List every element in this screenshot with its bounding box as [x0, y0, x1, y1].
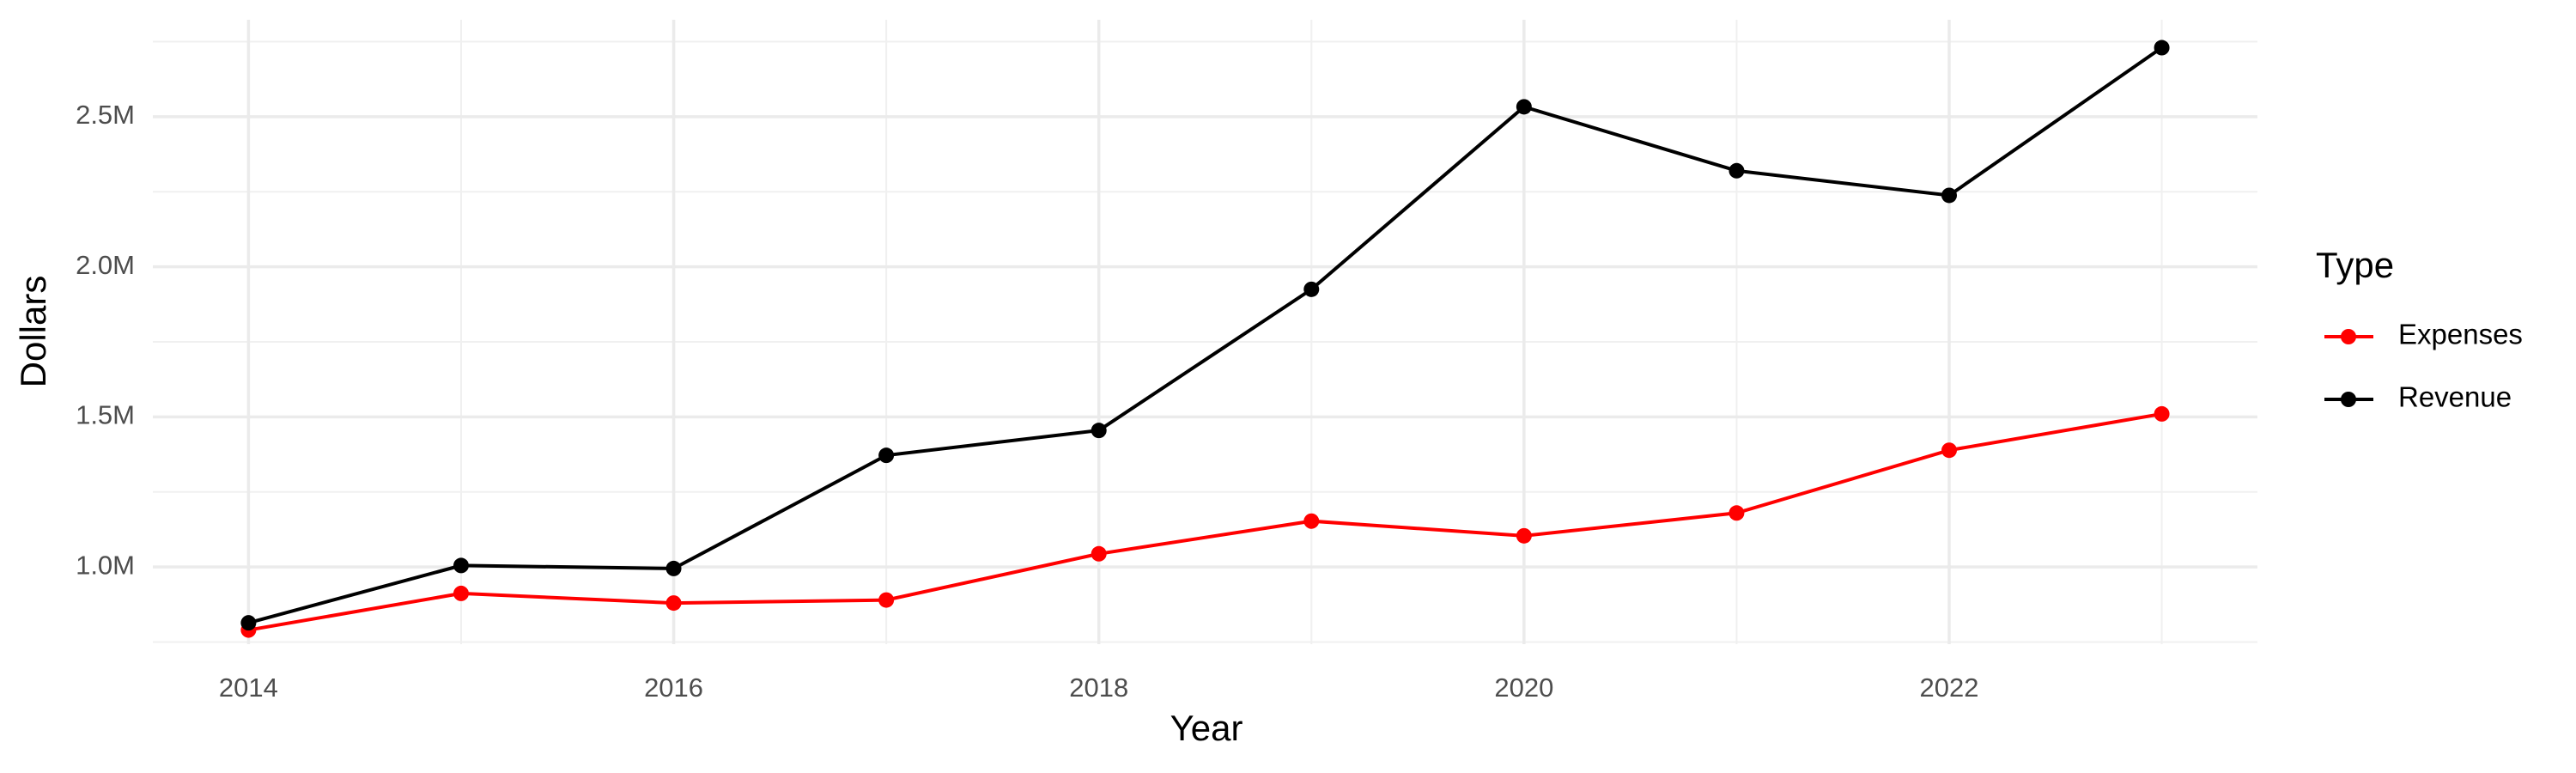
- x-tick-label: 2016: [644, 673, 703, 703]
- x-tick-label: 2020: [1494, 673, 1553, 703]
- data-point: [453, 557, 469, 574]
- legend-key-point: [2341, 392, 2356, 407]
- series-line: [247, 46, 2163, 625]
- x-axis-title: Year: [1170, 708, 1243, 748]
- data-point: [665, 595, 682, 612]
- legend-label: Revenue: [2398, 381, 2512, 413]
- data-point: [1941, 442, 1958, 459]
- data-point: [240, 615, 257, 631]
- data-point: [1303, 513, 1320, 529]
- y-axis-title: Dollars: [13, 276, 53, 388]
- data-point: [2154, 40, 2170, 56]
- data-point: [2154, 405, 2170, 422]
- x-tick-label: 2014: [219, 673, 278, 703]
- data-point: [1516, 527, 1532, 544]
- y-tick-label: 1.5M: [76, 400, 135, 430]
- data-point: [878, 592, 895, 608]
- data-point: [453, 585, 469, 601]
- x-tick-label: 2022: [1920, 673, 1979, 703]
- data-point: [1303, 281, 1320, 297]
- x-tick-label: 2018: [1069, 673, 1128, 703]
- y-tick-label: 2.5M: [76, 100, 135, 130]
- legend-title: Type: [2316, 245, 2394, 285]
- y-tick-label: 1.0M: [76, 550, 135, 580]
- data-point: [1941, 187, 1958, 204]
- data-point: [1091, 545, 1107, 562]
- grid: [153, 20, 2257, 644]
- data-point: [1516, 99, 1532, 115]
- data-point: [1728, 505, 1745, 521]
- data-point: [1728, 162, 1745, 179]
- legend-key-point: [2341, 329, 2356, 344]
- data-point: [1091, 423, 1107, 439]
- y-tick-label: 2.0M: [76, 250, 135, 280]
- data-point: [878, 447, 895, 464]
- data-point: [665, 560, 682, 576]
- legend-label: Expenses: [2398, 319, 2523, 350]
- series-line: [248, 411, 2162, 632]
